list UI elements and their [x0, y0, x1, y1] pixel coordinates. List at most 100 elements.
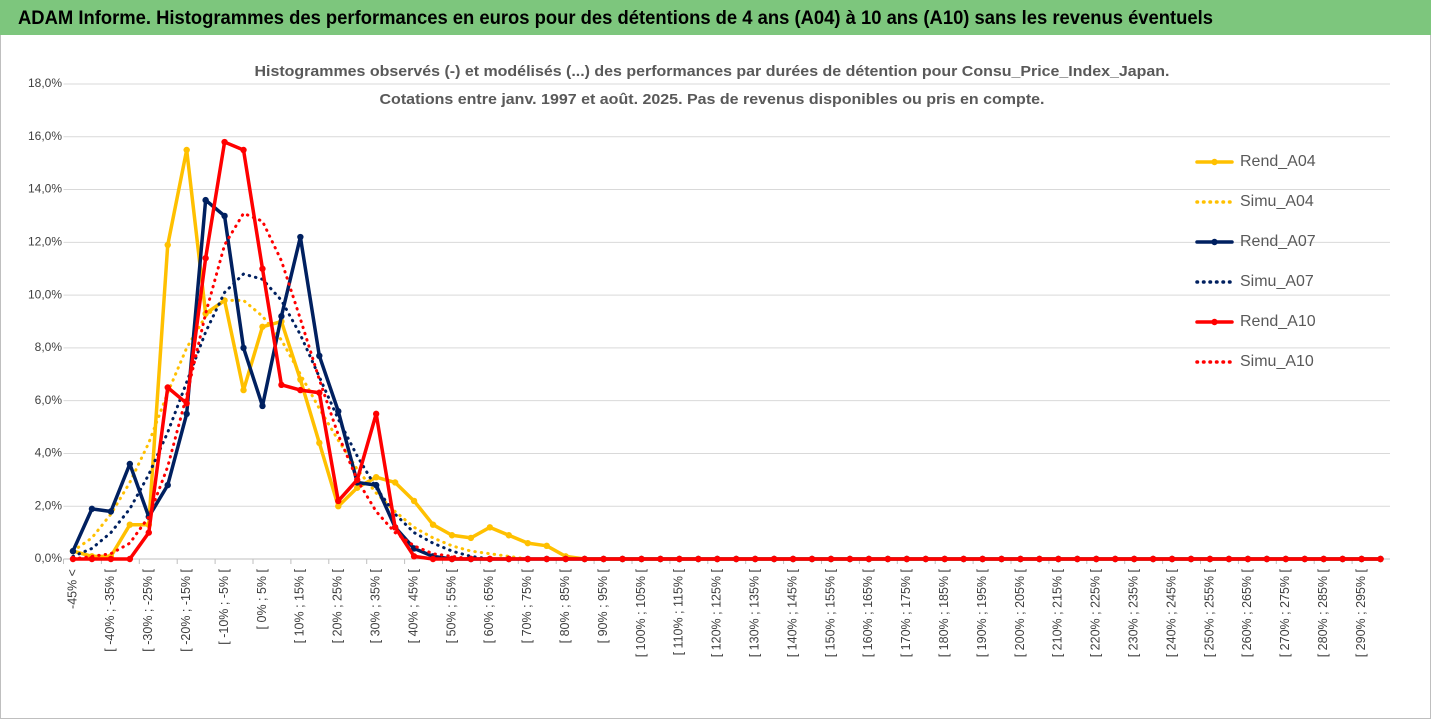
point-marker: [657, 555, 664, 563]
point-marker: [751, 555, 759, 563]
point-marker: [278, 381, 285, 389]
point-marker: [695, 555, 702, 563]
point-marker: [505, 532, 513, 539]
header-bar: [0, 0, 1431, 35]
x-tick-label: [ -10% ; -5% [: [217, 568, 231, 644]
point-marker: [543, 542, 550, 550]
point-marker: [164, 241, 171, 249]
point-marker: [297, 233, 304, 241]
point-marker: [316, 389, 323, 396]
point-marker: [524, 555, 531, 563]
x-tick-label: -45% <: [65, 569, 79, 609]
point-marker: [410, 553, 418, 560]
legend-label: Simu_A04: [1240, 193, 1314, 210]
point-marker: [335, 408, 342, 415]
x-tick-label: [ 30% ; 35% [: [368, 568, 382, 643]
x-tick-label: [ 140% ; 145% [: [785, 568, 799, 657]
point-marker: [202, 196, 209, 204]
x-tick-label: [ -20% ; -15% [: [179, 568, 193, 651]
y-tick-label: 6,0%: [35, 393, 63, 407]
x-tick-label: [ 170% ; 175% [: [899, 568, 913, 657]
point-marker: [733, 555, 740, 563]
point-marker: [107, 555, 115, 563]
point-marker: [183, 410, 190, 418]
point-marker: [259, 265, 266, 272]
point-marker: [1149, 555, 1157, 563]
x-tick-label: [ 270% ; 275% [: [1278, 568, 1292, 657]
x-tick-label: [ 120% ; 125% [: [710, 568, 724, 657]
x-tick-label: [ -30% ; -25% [: [141, 568, 155, 651]
point-marker: [126, 460, 134, 468]
x-tick-label: [ 110% ; 115% [: [672, 568, 686, 655]
x-tick-label: [ 210% ; 215% [: [1051, 568, 1065, 657]
point-marker: [486, 524, 494, 531]
y-tick-label: 0,0%: [35, 551, 63, 565]
point-marker: [410, 497, 418, 505]
legend-marker: [1211, 238, 1218, 246]
y-tick-label: 12,0%: [28, 235, 62, 249]
y-tick-label: 4,0%: [35, 446, 63, 460]
legend-marker: [1211, 318, 1218, 326]
point-marker: [467, 534, 475, 542]
point-marker: [941, 555, 948, 563]
x-tick-label: [ 260% ; 265% [: [1240, 568, 1254, 657]
point-marker: [126, 521, 134, 528]
x-tick-label: [ 130% ; 135% [: [747, 568, 761, 657]
point-marker: [372, 473, 380, 481]
point-marker: [1168, 555, 1176, 563]
chart-title: Histogrammes observés (-) et modélisés (…: [255, 63, 1170, 80]
point-marker: [1112, 555, 1119, 563]
point-marker: [278, 313, 285, 320]
y-tick-label: 18,0%: [28, 76, 62, 90]
y-tick-label: 10,0%: [28, 287, 62, 301]
y-tick-label: 2,0%: [35, 498, 63, 512]
point-marker: [1358, 555, 1365, 563]
x-tick-label: [ 220% ; 225% [: [1089, 568, 1103, 657]
point-marker: [240, 146, 247, 154]
x-tick-label: [ 40% ; 45% [: [406, 568, 420, 643]
point-marker: [145, 529, 152, 536]
point-marker: [240, 344, 247, 352]
point-marker: [1130, 555, 1138, 563]
point-marker: [240, 386, 247, 394]
header-title: ADAM Informe. Histogrammes des performan…: [18, 8, 1213, 29]
x-tick-label: [ 70% ; 75% [: [520, 568, 534, 643]
y-tick-label: 16,0%: [28, 129, 62, 143]
point-marker: [183, 146, 190, 154]
point-marker: [391, 479, 399, 486]
point-marker: [524, 539, 531, 547]
x-tick-label: [ 100% ; 105% [: [634, 568, 648, 657]
legend-label: Rend_A04: [1240, 153, 1316, 170]
x-tick-label: [ 230% ; 235% [: [1126, 568, 1140, 657]
point-marker: [505, 555, 513, 563]
point-marker: [372, 410, 380, 418]
point-marker: [107, 508, 115, 515]
point-marker: [448, 532, 456, 539]
point-marker: [467, 555, 475, 563]
x-tick-label: [ 180% ; 185% [: [937, 568, 951, 657]
point-marker: [164, 384, 171, 391]
x-tick-label: [ -40% ; -35% [: [103, 568, 117, 651]
x-tick-label: [ 190% ; 195% [: [975, 568, 989, 657]
point-marker: [429, 555, 437, 563]
x-tick-label: [ 160% ; 165% [: [861, 568, 875, 657]
x-tick-label: [ 10% ; 15% [: [293, 568, 307, 643]
point-marker: [335, 503, 342, 510]
point-marker: [922, 555, 929, 563]
point-marker: [126, 555, 134, 563]
x-tick-label: [ 90% ; 95% [: [596, 568, 610, 643]
chart-subtitle: Cotations entre janv. 1997 et août. 2025…: [380, 91, 1045, 108]
point-marker: [259, 402, 266, 410]
point-marker: [714, 555, 721, 563]
legend-label: Simu_A10: [1240, 353, 1314, 370]
point-marker: [202, 254, 209, 262]
x-tick-label: [ 280% ; 285% [: [1316, 568, 1330, 657]
point-marker: [486, 555, 494, 563]
point-marker: [676, 555, 683, 563]
x-tick-label: [ 80% ; 85% [: [558, 568, 572, 643]
x-tick-label: [ 20% ; 25% [: [331, 568, 345, 643]
point-marker: [1339, 555, 1346, 563]
point-marker: [1187, 555, 1195, 563]
legend-label: Simu_A07: [1240, 273, 1314, 290]
